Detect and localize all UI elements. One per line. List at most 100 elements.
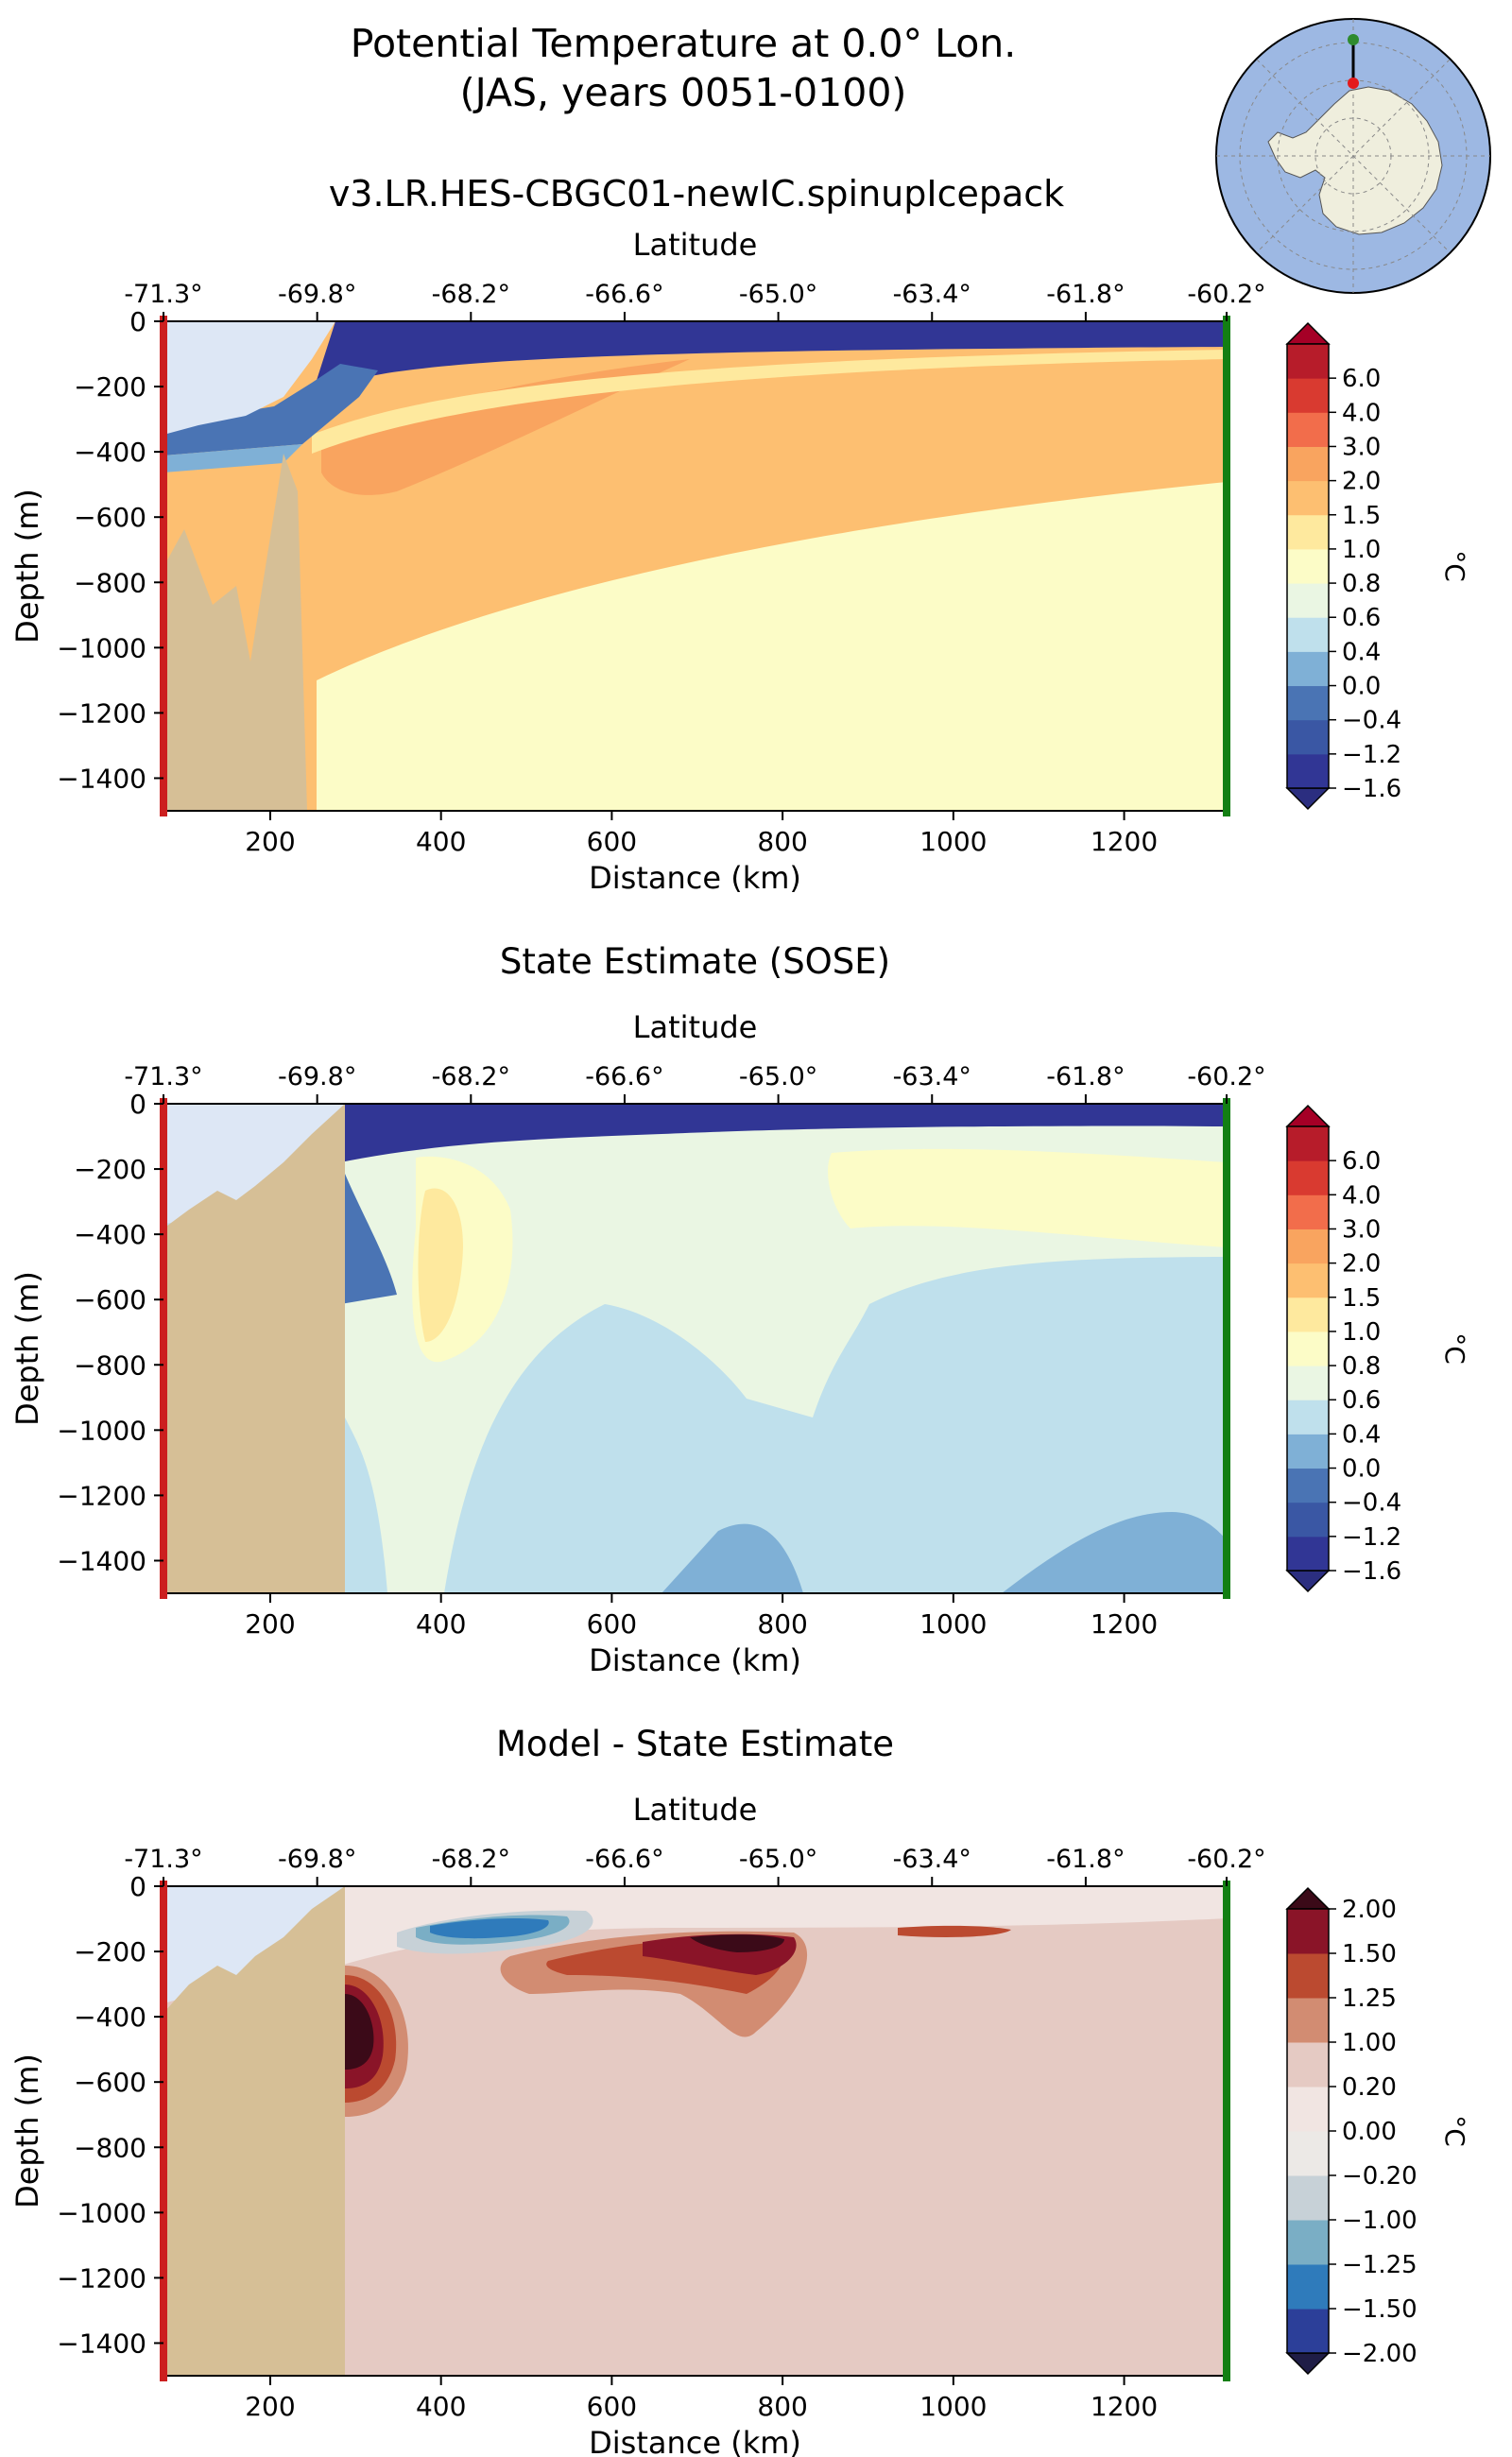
colorbar-swatch <box>1287 1502 1329 1538</box>
figure-title-line2: (JAS, years 0051-0100) <box>460 70 907 115</box>
bathymetry-shelf <box>163 1104 345 1593</box>
lat-tick-label: -60.2° <box>1187 1062 1265 1091</box>
colorbar-swatch <box>1287 548 1329 584</box>
y-tick-label: −600 <box>74 1284 146 1315</box>
lat-tick-label: -69.8° <box>278 280 356 309</box>
colorbar-swatch <box>1287 1194 1329 1229</box>
y-tick-label: −400 <box>74 1219 146 1250</box>
colorbar-swatch <box>1287 1536 1329 1572</box>
colorbar-tick-label: −0.4 <box>1342 707 1401 735</box>
colorbar-swatch <box>1287 1468 1329 1503</box>
y-tick-label: 0 <box>129 1089 146 1120</box>
panel-model-lataxis: -71.3° -69.8° -68.2° -66.6° -65.0° -63.4° -61.… <box>124 280 1266 321</box>
panel-sose-yaxis: 0 −200 −400 −600 −800 −1000 −1200 −1400 <box>57 1089 163 1576</box>
colorbar-tick-label: 2.0 <box>1342 1250 1381 1279</box>
x-tick-label: 800 <box>757 826 807 857</box>
inset-polar-map <box>1215 18 1491 294</box>
colorbar-tick-label: 1.0 <box>1342 1318 1381 1347</box>
colorbar-tick-label: 2.0 <box>1342 468 1381 496</box>
panel-difference-colorbar: −2.00 −1.50 −1.25 −1.00 −0.20 0.00 0.20 1.00 1.2… <box>1285 1886 1470 2376</box>
field-shelf-cold <box>163 444 302 472</box>
panel-model-labels: Distance (km) Latitude Depth (m) <box>9 227 801 896</box>
colorbar-swatch <box>1287 1228 1329 1264</box>
colorbar-tick-label: 0.4 <box>1342 1420 1381 1449</box>
colorbar-swatch <box>1287 1331 1329 1366</box>
colorbar-tick-label: 1.5 <box>1342 1284 1381 1313</box>
y-tick-label: −1400 <box>57 2328 146 2359</box>
colorbar-swatch <box>1287 2042 1329 2088</box>
lat-tick-label: -71.3° <box>124 280 202 309</box>
colorbar-tick-label: 1.5 <box>1342 502 1381 530</box>
lat-tick-label: -66.6° <box>585 280 663 309</box>
colorbar-under-extension <box>1285 2352 1331 2376</box>
colorbar-tick-label: −1.50 <box>1342 2295 1418 2324</box>
colorbar-tick-label: 0.8 <box>1342 570 1381 598</box>
panel-difference-yaxis: 0 −200 −400 −600 −800 −1000 −1200 −1400 <box>57 1871 163 2359</box>
field-surface-gradient <box>312 350 1227 454</box>
panel-model-xaxis: 200 400 600 800 1000 1200 <box>245 811 1158 857</box>
colorbar-swatch <box>1287 1126 1329 1161</box>
colorbar-swatch <box>1287 2264 1329 2310</box>
run-name: v3.LR.HES-CBGC01-newIC.spinupIcepack <box>329 173 1064 215</box>
lat-tick-label: -68.2° <box>432 1062 510 1091</box>
colorbar-tick-label: 1.00 <box>1342 2029 1397 2057</box>
y-tick-label: −1400 <box>57 1545 146 1576</box>
colorbar-tick-label: 4.0 <box>1342 1181 1381 1210</box>
colorbar-swatch <box>1287 480 1329 516</box>
colorbar-tick-label: 0.00 <box>1342 2118 1397 2146</box>
x-tick-label: 200 <box>245 2391 295 2422</box>
colorbar-tick-label: 0.6 <box>1342 1386 1381 1415</box>
lat-tick-label: -65.0° <box>739 280 817 309</box>
y-tick-label: −1200 <box>57 697 146 729</box>
lat-tick-label: -61.8° <box>1046 1845 1125 1874</box>
y-tick-label: −1000 <box>57 2197 146 2228</box>
colorbar-swatch <box>1287 719 1329 755</box>
y-tick-label: −800 <box>74 567 146 598</box>
lat-tick-label: -63.4° <box>893 1062 971 1091</box>
lat-tick-label: -65.0° <box>739 1062 817 1091</box>
colorbar-tick-label: −1.00 <box>1342 2207 1418 2235</box>
colorbar-swatch <box>1287 2087 1329 2132</box>
field-deep-cool-east <box>1002 1512 1227 1593</box>
colorbar-swatch <box>1287 1366 1329 1400</box>
field-upper-warm-east <box>828 1148 1227 1247</box>
x-tick-label: 400 <box>416 1608 466 1640</box>
panel-sose-labels: Distance (km) Latitude Depth (m) State Esti… <box>9 941 890 1678</box>
lat-tick-label: -65.0° <box>739 1845 817 1874</box>
colorbar-swatch <box>1287 412 1329 447</box>
x-tick-label: 800 <box>757 2391 807 2422</box>
colorbar-tick-label: 0.0 <box>1342 673 1381 701</box>
colorbar-under-extension <box>1285 787 1331 811</box>
x-tick-label: 800 <box>757 1608 807 1640</box>
ice-cavity <box>163 1104 345 1224</box>
field-mid-warm <box>345 1115 1227 1593</box>
colorbar-swatch <box>1287 378 1329 413</box>
colorbar-frame <box>1286 1125 1330 1572</box>
y-tick-label: −800 <box>74 1349 146 1381</box>
field-pos-east <box>898 1925 1011 1937</box>
x-axis-label: Distance (km) <box>589 1642 801 1678</box>
colorbar-frame <box>1286 343 1330 789</box>
colorbar-tick-label: −0.20 <box>1342 2162 1418 2191</box>
x-tick-label: 1200 <box>1091 1608 1158 1640</box>
panel-sose-xaxis: 200 400 600 800 1000 1200 <box>245 1593 1158 1640</box>
lat-tick-label: -69.8° <box>278 1062 356 1091</box>
colorbar-swatch <box>1287 1297 1329 1332</box>
colorbar-tick-label: 1.50 <box>1342 1940 1397 1968</box>
colorbar-label: °C <box>1439 2115 1470 2147</box>
antarctica-landmass <box>1267 86 1443 235</box>
x-tick-label: 1200 <box>1091 826 1158 857</box>
x-tick-label: 600 <box>587 1608 637 1640</box>
y-tick-label: −1000 <box>57 632 146 663</box>
lat-tick-label: -61.8° <box>1046 1062 1125 1091</box>
lat-tick-label: -71.3° <box>124 1062 202 1091</box>
y-tick-label: −200 <box>74 1154 146 1185</box>
colorbar-swatch <box>1287 1998 1329 2043</box>
x-tick-label: 600 <box>587 826 637 857</box>
colorbar-swatch <box>1287 1400 1329 1435</box>
lat-tick-label: -60.2° <box>1187 280 1265 309</box>
panel-sose: 200 400 600 800 1000 1200 0 −200 −400 −600 −800 −1… <box>9 941 1470 1678</box>
x-tick-label: 200 <box>245 1608 295 1640</box>
colorbar-swatch <box>1287 1434 1329 1469</box>
x-tick-label: 1000 <box>919 2391 987 2422</box>
